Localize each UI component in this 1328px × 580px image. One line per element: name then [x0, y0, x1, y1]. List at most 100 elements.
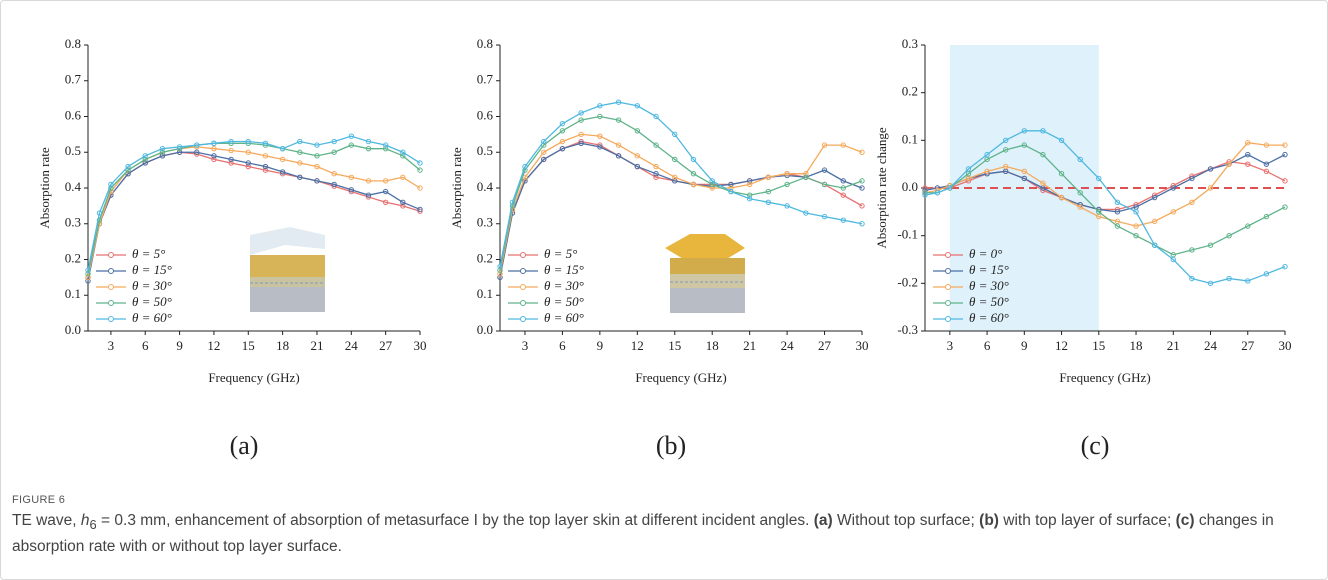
data-point — [1282, 263, 1288, 270]
data-point — [746, 196, 753, 202]
data-point — [653, 113, 659, 120]
data-point — [348, 142, 355, 148]
data-point — [1282, 151, 1288, 158]
panel-label: (a) — [230, 431, 259, 460]
data-point — [840, 192, 846, 198]
legend-label: θ = 50° — [132, 294, 172, 309]
data-point — [331, 149, 337, 155]
x-tick-label: 9 — [1021, 338, 1028, 353]
caption-part: Without top surface; — [832, 512, 980, 529]
data-point — [746, 192, 753, 198]
x-tick-label: 21 — [743, 338, 756, 353]
data-point — [331, 138, 337, 145]
data-point — [279, 169, 286, 175]
legend-marker — [945, 300, 951, 306]
legend-label: θ = 60° — [132, 310, 172, 325]
data-point — [540, 149, 547, 155]
data-point — [142, 153, 148, 159]
data-point — [709, 178, 715, 184]
data-point — [1263, 168, 1270, 175]
data-point — [1170, 209, 1176, 215]
data-point — [417, 185, 423, 191]
x-tick-label: 24 — [345, 338, 359, 353]
series-line — [924, 130, 1286, 285]
data-point — [348, 133, 355, 139]
data-point — [1226, 232, 1232, 239]
data-point — [1040, 151, 1046, 158]
data-point — [417, 167, 423, 173]
data-point — [746, 181, 753, 188]
x-tick-label: 12 — [207, 338, 220, 353]
data-point — [672, 156, 678, 163]
x-tick-label: 18 — [1130, 338, 1143, 353]
legend-marker — [108, 268, 114, 274]
data-point — [1002, 163, 1009, 170]
x-axis-label: Frequency (GHz) — [1059, 370, 1150, 385]
data-point — [1245, 140, 1251, 146]
data-point — [765, 174, 772, 180]
series-line — [925, 144, 1286, 256]
data-point — [125, 163, 131, 170]
data-point — [1151, 242, 1158, 248]
data-point — [597, 133, 603, 139]
data-point — [803, 174, 809, 180]
x-axis-label: Frequency (GHz) — [208, 370, 299, 385]
data-point — [728, 181, 734, 188]
inset-b — [665, 234, 745, 313]
y-tick-label: 0.6 — [477, 107, 494, 122]
y-tick-label: 0.7 — [65, 72, 82, 87]
legend-label: θ = 5° — [132, 246, 165, 261]
x-tick-label: 9 — [597, 338, 604, 353]
data-point — [262, 167, 269, 173]
x-tick-label: 27 — [1241, 338, 1255, 353]
y-tick-label: 0.8 — [65, 36, 81, 51]
data-point — [615, 153, 622, 159]
series-line — [87, 151, 421, 282]
y-tick-label: 0.1 — [477, 286, 493, 301]
data-point — [1058, 171, 1065, 177]
data-point — [297, 174, 303, 180]
data-point — [348, 174, 355, 180]
data-point — [578, 140, 584, 147]
x-tick-label: 21 — [1167, 338, 1180, 353]
x-tick-label: 21 — [310, 338, 323, 353]
data-point — [331, 171, 337, 177]
data-point — [1151, 218, 1158, 225]
data-point — [965, 166, 972, 172]
data-point — [859, 178, 865, 184]
data-point — [400, 203, 406, 209]
data-point — [559, 145, 566, 152]
caption: FIGURE 6 TE wave, h6 = 0.3 mm, enhanceme… — [12, 494, 1312, 558]
y-tick-label: 0.3 — [902, 36, 918, 51]
data-point — [417, 160, 423, 166]
data-point — [85, 267, 91, 273]
y-tick-label: 0.2 — [477, 250, 493, 265]
data-point — [1133, 223, 1139, 229]
figure: 0.0 0.1 0.2 0.3 0.4 0.5 0.6 0.7 0.8 3 6 9 12 15 18 21 24… — [37, 36, 1292, 460]
data-point — [1226, 161, 1232, 167]
caption-part: changes in absorption rate with or witho… — [12, 512, 1274, 556]
series-line — [499, 133, 863, 274]
legend-marker — [108, 316, 114, 322]
data-point — [840, 142, 846, 148]
data-point — [653, 171, 659, 177]
data-point — [497, 274, 503, 281]
data-point — [615, 117, 622, 123]
data-point — [1040, 128, 1046, 134]
series-line — [499, 142, 863, 278]
caption-ref: (b) — [979, 512, 999, 529]
data-point — [840, 217, 846, 223]
data-point — [262, 153, 269, 159]
caption-sub: 6 — [89, 517, 97, 533]
data-point — [1096, 175, 1102, 182]
data-point — [1114, 199, 1121, 206]
data-point — [615, 142, 622, 148]
legend-label: θ = 15° — [544, 262, 584, 277]
data-point — [1021, 142, 1028, 148]
x-axis-label: Frequency (GHz) — [635, 370, 726, 385]
x-tick-label: 6 — [984, 338, 991, 353]
panel-label: (b) — [656, 431, 686, 460]
y-tick-label: 0.1 — [65, 286, 81, 301]
y-tick-label: 0.5 — [65, 143, 81, 158]
data-point — [653, 163, 659, 170]
